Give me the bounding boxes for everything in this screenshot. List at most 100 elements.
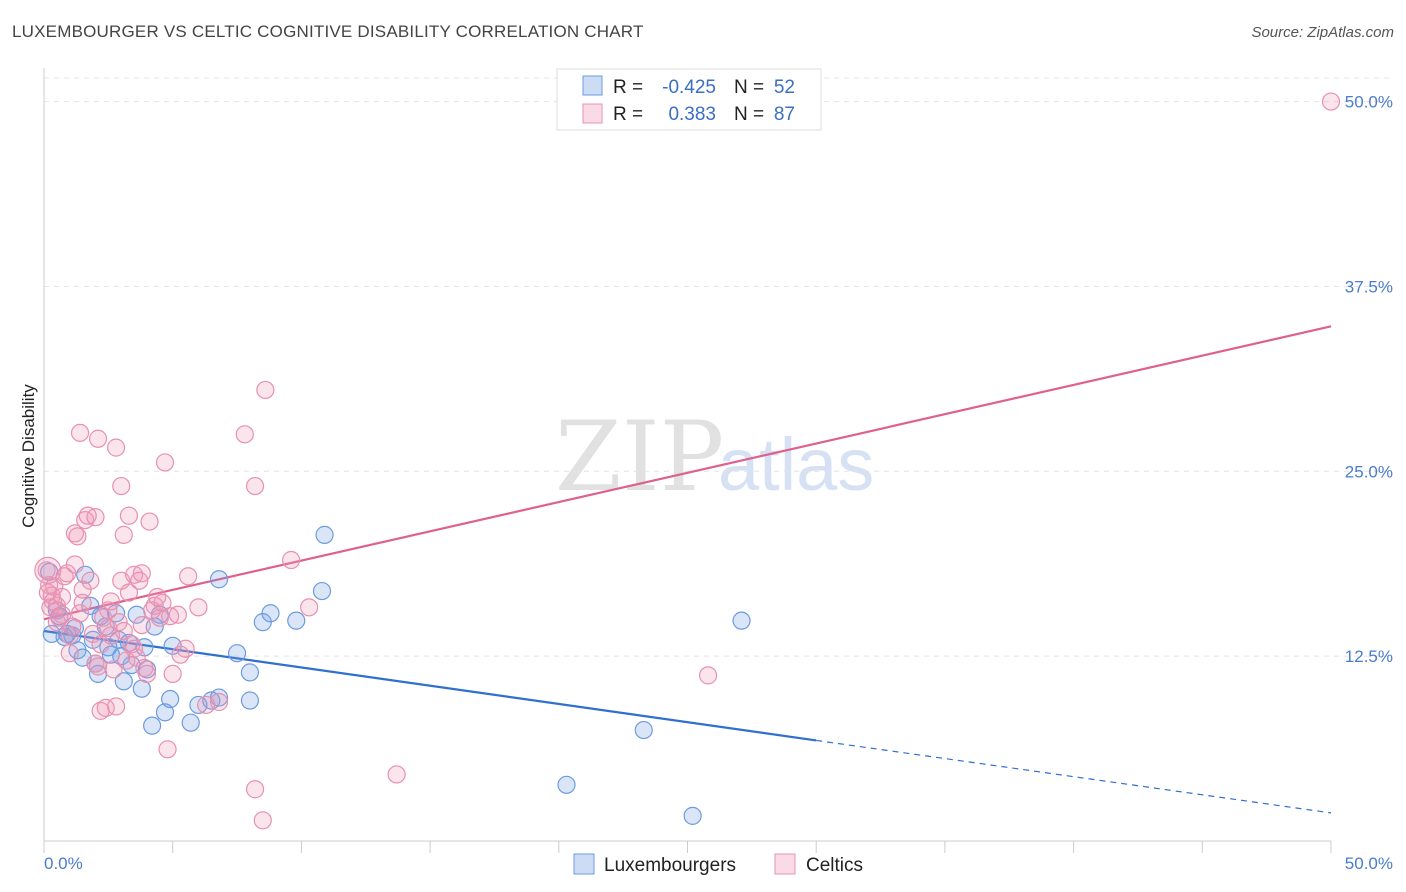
point-celtics-65 <box>179 567 198 586</box>
point-celtics-61 <box>161 607 180 626</box>
point-celtics-25 <box>86 508 105 527</box>
y-axis-label: Cognitive Disability <box>19 384 38 528</box>
point-celtics-80 <box>52 605 72 624</box>
series-legend: Luxembourgers Celtics <box>573 853 863 876</box>
bottom-legend-celtics: Celtics <box>806 855 863 876</box>
point-luxembourgers-33 <box>161 689 180 709</box>
point-celtics-51 <box>132 615 151 635</box>
legend-n-label-1: N = <box>734 77 764 98</box>
point-celtics-28 <box>88 657 108 676</box>
point-celtics-37 <box>109 613 128 632</box>
point-celtics-35 <box>104 660 123 679</box>
data-points <box>34 92 1341 830</box>
point-celtics-45 <box>119 506 139 525</box>
point-celtics-85 <box>148 587 167 607</box>
point-celtics-cluster <box>34 556 62 584</box>
point-luxembourgers-41 <box>240 663 260 682</box>
point-celtics-49 <box>130 571 149 590</box>
trend-lines <box>43 325 1332 814</box>
point-celtics-9 <box>52 587 72 607</box>
point-celtics-19 <box>70 423 90 442</box>
y-tick-label-3: 50.0% <box>1345 93 1393 112</box>
point-celtics-33 <box>99 618 118 638</box>
point-celtics-44 <box>119 583 139 602</box>
point-celtics-17 <box>68 527 87 546</box>
tick-labels: 12.5% 25.0% 37.5% 50.0% 0.0% 50.0% <box>44 93 1393 873</box>
point-celtics-70 <box>245 476 265 496</box>
source-credit: Source: ZipAtlas.com <box>1251 24 1394 41</box>
point-celtics-69 <box>235 425 254 444</box>
legend-n-value-1: 52 <box>774 77 795 98</box>
point-luxembourgers-45 <box>287 611 306 630</box>
point-luxembourgers-35 <box>181 713 200 732</box>
point-celtics-64 <box>171 645 190 664</box>
point-celtics-68 <box>209 692 229 712</box>
point-celtics-53 <box>137 664 157 683</box>
point-luxembourgers-50 <box>683 806 702 825</box>
point-celtics-78 <box>1321 92 1341 111</box>
point-celtics-73 <box>253 811 272 830</box>
watermark-zip: ZIP <box>555 401 724 513</box>
point-celtics-15 <box>65 555 84 574</box>
point-luxembourgers-47 <box>315 525 334 544</box>
point-luxembourgers-22 <box>114 672 133 691</box>
x-tick-label-max: 50.0% <box>1345 854 1393 873</box>
point-luxembourgers-49 <box>634 720 653 740</box>
point-celtics-50 <box>132 564 151 583</box>
point-celtics-26 <box>86 654 105 673</box>
point-celtics-74 <box>282 550 301 570</box>
point-celtics-47 <box>124 565 144 584</box>
legend-n-value-2: 87 <box>774 104 795 125</box>
legend-swatch-celtics <box>582 103 603 124</box>
legend-swatch-luxembourgers <box>582 75 603 96</box>
legend-r-value-1: -0.425 <box>662 77 716 98</box>
point-celtics-36 <box>106 697 126 716</box>
point-celtics-84 <box>124 639 144 658</box>
point-luxembourgers-48 <box>557 775 576 794</box>
point-celtics-72 <box>256 380 275 400</box>
point-luxembourgers-29 <box>143 716 162 735</box>
point-celtics-86 <box>176 639 195 658</box>
point-celtics-0 <box>37 561 56 580</box>
point-celtics-83 <box>101 592 121 611</box>
point-celtics-27 <box>88 429 108 448</box>
point-celtics-38 <box>106 438 126 457</box>
point-celtics-40 <box>112 476 131 496</box>
point-luxembourgers-46 <box>312 581 332 601</box>
point-celtics-63 <box>168 605 187 624</box>
point-celtics-77 <box>698 666 718 685</box>
point-celtics-62 <box>163 664 182 683</box>
y-tick-label-2: 37.5% <box>1345 277 1393 296</box>
bottom-legend-swatch-celtics <box>774 853 796 875</box>
y-tick-label-1: 25.0% <box>1345 462 1393 481</box>
axes <box>43 68 1332 853</box>
point-celtics-75 <box>300 598 319 617</box>
point-celtics-20 <box>73 593 92 613</box>
point-celtics-81 <box>73 580 92 599</box>
y-tick-label-0: 12.5% <box>1345 647 1393 666</box>
point-celtics-76 <box>387 765 406 784</box>
legend-r-label-1: R = <box>613 77 643 98</box>
point-luxembourgers-40 <box>227 644 247 663</box>
point-celtics-18 <box>70 604 90 623</box>
trend-line-celtics <box>43 325 1332 621</box>
x-tick-label-min: 0.0% <box>44 854 83 873</box>
point-celtics-54 <box>140 512 159 531</box>
legend-n-label-2: N = <box>734 104 764 125</box>
trend-line-luxembourgers-extension <box>816 739 1332 814</box>
point-celtics-71 <box>245 780 265 799</box>
point-celtics-66 <box>189 598 208 617</box>
point-celtics-60 <box>158 740 177 759</box>
point-luxembourgers-44 <box>261 604 280 623</box>
chart-title: LUXEMBOURGER VS CELTIC COGNITIVE DISABIL… <box>12 22 644 41</box>
point-celtics-16 <box>65 524 84 543</box>
point-celtics-13 <box>60 644 79 663</box>
point-celtics-41 <box>114 525 133 544</box>
gridlines <box>44 77 1392 657</box>
point-celtics-22 <box>78 506 97 525</box>
trend-line-luxembourgers <box>43 629 817 742</box>
legend-r-label-2: R = <box>613 104 643 125</box>
point-celtics-7 <box>47 596 66 615</box>
point-celtics-59 <box>155 453 175 472</box>
